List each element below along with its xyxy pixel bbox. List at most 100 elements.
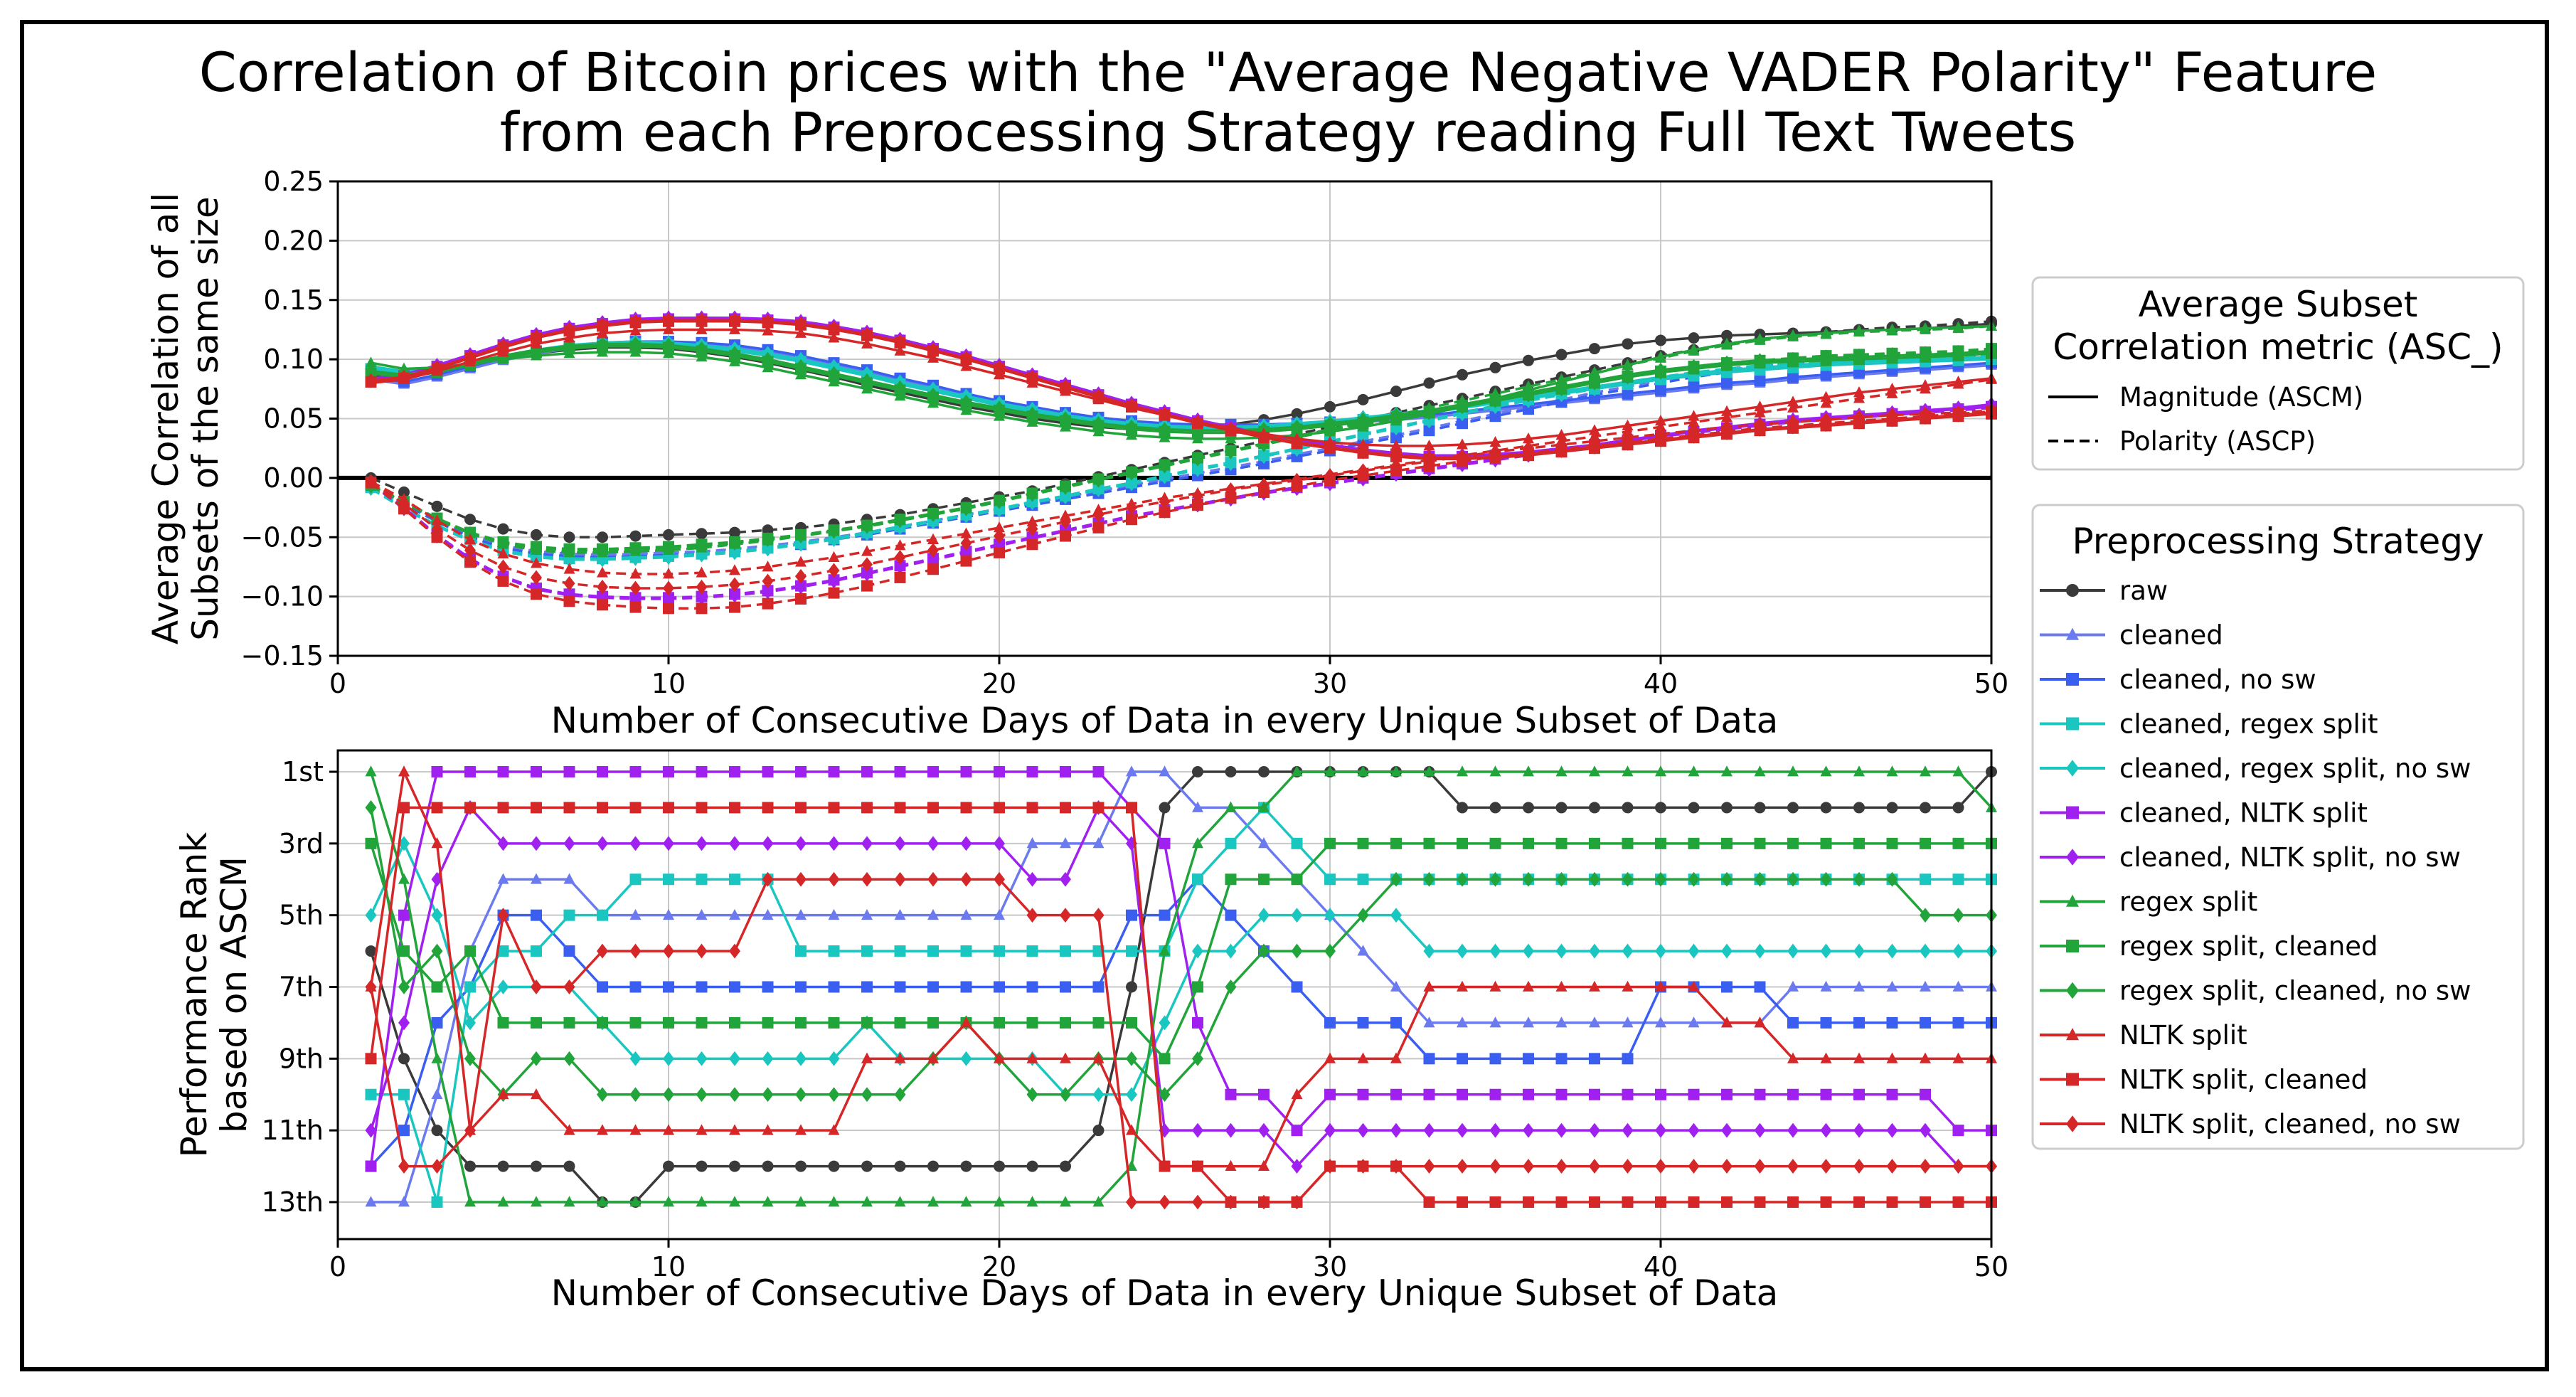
- data-point: [663, 528, 674, 541]
- data-point: [1192, 415, 1203, 430]
- data-point: [1126, 1124, 1137, 1135]
- data-point: [1258, 801, 1270, 812]
- data-point: [1787, 351, 1799, 367]
- legend-marker-square: [2066, 940, 2079, 952]
- y-tick-label: 11th: [262, 1115, 324, 1146]
- y-tick-label: 13th: [262, 1186, 324, 1218]
- data-point: [1357, 1122, 1369, 1138]
- data-point: [762, 836, 774, 851]
- data-point: [1754, 871, 1766, 887]
- data-point: [531, 1088, 542, 1100]
- data-point: [927, 351, 939, 363]
- data-point: [1159, 945, 1171, 956]
- data-point: [1291, 472, 1303, 488]
- data-point: [629, 314, 642, 329]
- data-point: [563, 1051, 575, 1066]
- data-point: [1655, 943, 1666, 959]
- data-point: [795, 528, 807, 543]
- data-point: [1820, 1016, 1832, 1029]
- legend-marker-square: [2066, 1073, 2079, 1086]
- data-point: [828, 331, 840, 343]
- data-point: [431, 943, 443, 959]
- data-point: [398, 873, 410, 884]
- data-point: [1754, 1122, 1766, 1138]
- data-point: [1622, 765, 1634, 777]
- data-point: [960, 501, 972, 516]
- data-point: [663, 1196, 674, 1207]
- data-point: [1489, 410, 1501, 423]
- data-point: [1555, 373, 1568, 384]
- data-point: [1920, 802, 1931, 814]
- data-point: [1523, 1159, 1534, 1174]
- data-point: [762, 351, 774, 367]
- data-point: [1853, 1122, 1865, 1138]
- data-point: [861, 566, 873, 582]
- series-markers-cleaned-no-sw: [365, 873, 1997, 1172]
- data-point: [1489, 802, 1501, 814]
- data-point: [696, 981, 708, 993]
- data-point: [1159, 1194, 1171, 1210]
- data-point: [398, 765, 410, 777]
- data-point: [1555, 381, 1568, 397]
- data-point: [497, 523, 509, 535]
- data-point: [1787, 330, 1799, 341]
- chart-title: Correlation of Bitcoin prices with the "…: [199, 41, 2377, 164]
- data-point: [629, 802, 642, 814]
- data-point: [431, 837, 443, 849]
- data-point: [696, 566, 708, 578]
- data-point: [1754, 354, 1766, 369]
- data-point: [1159, 1160, 1171, 1172]
- data-point: [894, 344, 906, 356]
- data-point: [861, 557, 873, 573]
- legend-marker-diamond: [2066, 982, 2079, 999]
- data-point: [828, 981, 840, 993]
- data-point: [1457, 1159, 1468, 1174]
- data-point: [696, 873, 708, 886]
- data-point: [1820, 412, 1832, 427]
- data-point: [729, 536, 740, 551]
- data-point: [1225, 909, 1237, 921]
- data-point: [1523, 802, 1534, 814]
- data-point: [1291, 1159, 1303, 1174]
- data-point: [663, 908, 674, 920]
- data-point: [1457, 980, 1468, 992]
- data-point: [1589, 1196, 1600, 1208]
- data-point: [1952, 1196, 1964, 1208]
- data-point: [762, 532, 774, 547]
- data-point: [1952, 344, 1964, 360]
- data-point: [1589, 376, 1600, 391]
- data-point: [1026, 908, 1038, 923]
- data-point: [1555, 1016, 1568, 1028]
- data-point: [1423, 1122, 1435, 1138]
- chart-title-line-1: Correlation of Bitcoin prices with the "…: [199, 41, 2377, 104]
- data-point: [1920, 837, 1931, 849]
- data-point: [1886, 408, 1898, 423]
- data-point: [597, 579, 608, 595]
- data-point: [1555, 980, 1568, 992]
- legend-marker-diamond: [2066, 760, 2079, 777]
- data-point: [365, 1053, 377, 1065]
- data-point: [1787, 371, 1799, 383]
- data-point: [1457, 418, 1468, 430]
- data-point: [729, 766, 740, 777]
- y-tick-label: 7th: [279, 972, 324, 1003]
- data-point: [1920, 1088, 1931, 1100]
- data-point: [531, 540, 542, 556]
- data-point: [696, 538, 708, 553]
- strategy-legend-label: NLTK split: [2119, 1020, 2247, 1051]
- data-point: [531, 329, 542, 344]
- data-point: [696, 312, 708, 328]
- data-point: [597, 981, 608, 993]
- data-point: [1886, 802, 1898, 814]
- data-point: [795, 593, 807, 605]
- data-point: [927, 507, 939, 522]
- data-point: [663, 943, 674, 959]
- data-point: [1060, 489, 1071, 504]
- data-point: [663, 873, 674, 886]
- data-point: [828, 1016, 840, 1029]
- data-point: [994, 945, 1005, 957]
- data-point: [1721, 339, 1733, 350]
- data-point: [762, 541, 774, 557]
- data-point: [1126, 945, 1137, 957]
- data-point: [729, 1051, 740, 1066]
